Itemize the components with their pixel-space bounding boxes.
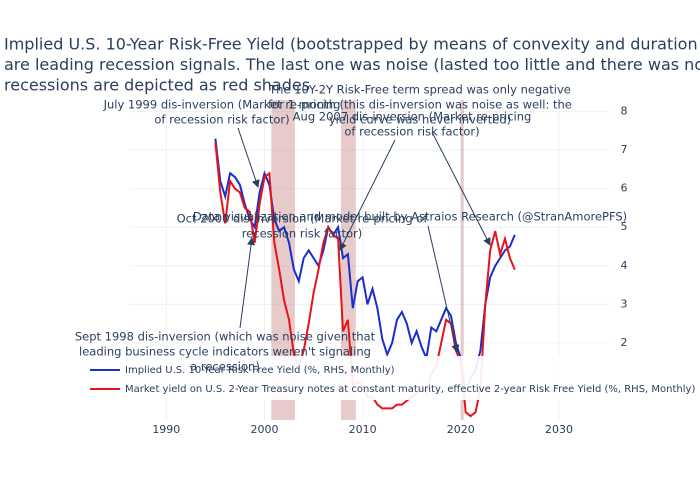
annotation-text: recession risk factor) <box>242 227 363 241</box>
annotation-text: Aug 2007 dis-inversion (Market re-pricin… <box>293 110 532 124</box>
recession-shade <box>460 100 464 420</box>
chart-title: are leading recession signals. The last … <box>4 55 700 74</box>
annotation-text: July 1999 dis-inversion (Market re-prici… <box>103 98 341 112</box>
chart-title: recessions are depicted as red shades <box>4 76 310 95</box>
y-tick-label: 8 <box>621 105 628 118</box>
x-tick-label: 1990 <box>152 423 180 436</box>
x-tick-label: 2020 <box>447 423 475 436</box>
annotation-text: of recession risk factor) <box>154 113 289 127</box>
annotation-arrow <box>431 131 491 246</box>
x-tick-label: 2030 <box>545 423 573 436</box>
annotation-text: yield curve was never inverted) <box>329 113 511 127</box>
legend-label: Implied U.S. 10-Year Risk-Free Yield (%,… <box>125 365 395 376</box>
recession-shade <box>271 100 295 420</box>
y-tick-label: 7 <box>621 143 628 156</box>
y-tick-label: 5 <box>621 220 628 233</box>
annotation-text: leading business cycle indicators weren'… <box>79 345 371 359</box>
x-tick-label: 2000 <box>250 423 278 436</box>
annotation-text: of recession risk factor) <box>344 125 479 139</box>
y-tick-label: 3 <box>621 297 628 310</box>
annotation-text: The 10Y-2Y Risk-Free term spread was onl… <box>268 83 571 97</box>
annotation-text: Oct 2000 dis-inversion (Market re-pricin… <box>177 212 429 226</box>
y-tick-label: 4 <box>621 259 628 272</box>
annotation-arrow <box>237 127 260 188</box>
annotation-text: Data visualization and model built by As… <box>193 210 627 224</box>
chart-title: Implied U.S. 10-Year Risk-Free Yield (bo… <box>4 35 700 54</box>
annotation-text: for 1 month (this dis-inversion was nois… <box>268 98 572 112</box>
y-tick-label: 6 <box>621 182 628 195</box>
y-tick-label: 2 <box>621 336 628 349</box>
annotation-arrow <box>339 139 396 251</box>
annotation-text: Sept 1998 dis-inversion (which was noise… <box>75 330 376 344</box>
x-tick-label: 2010 <box>349 423 377 436</box>
annotation-arrow <box>427 225 460 353</box>
legend-box <box>84 356 656 400</box>
legend-label: Market yield on U.S. 2-Year Treasury not… <box>125 384 695 395</box>
annotation-arrow <box>239 237 256 329</box>
annotation-text: a recession) <box>190 360 260 374</box>
